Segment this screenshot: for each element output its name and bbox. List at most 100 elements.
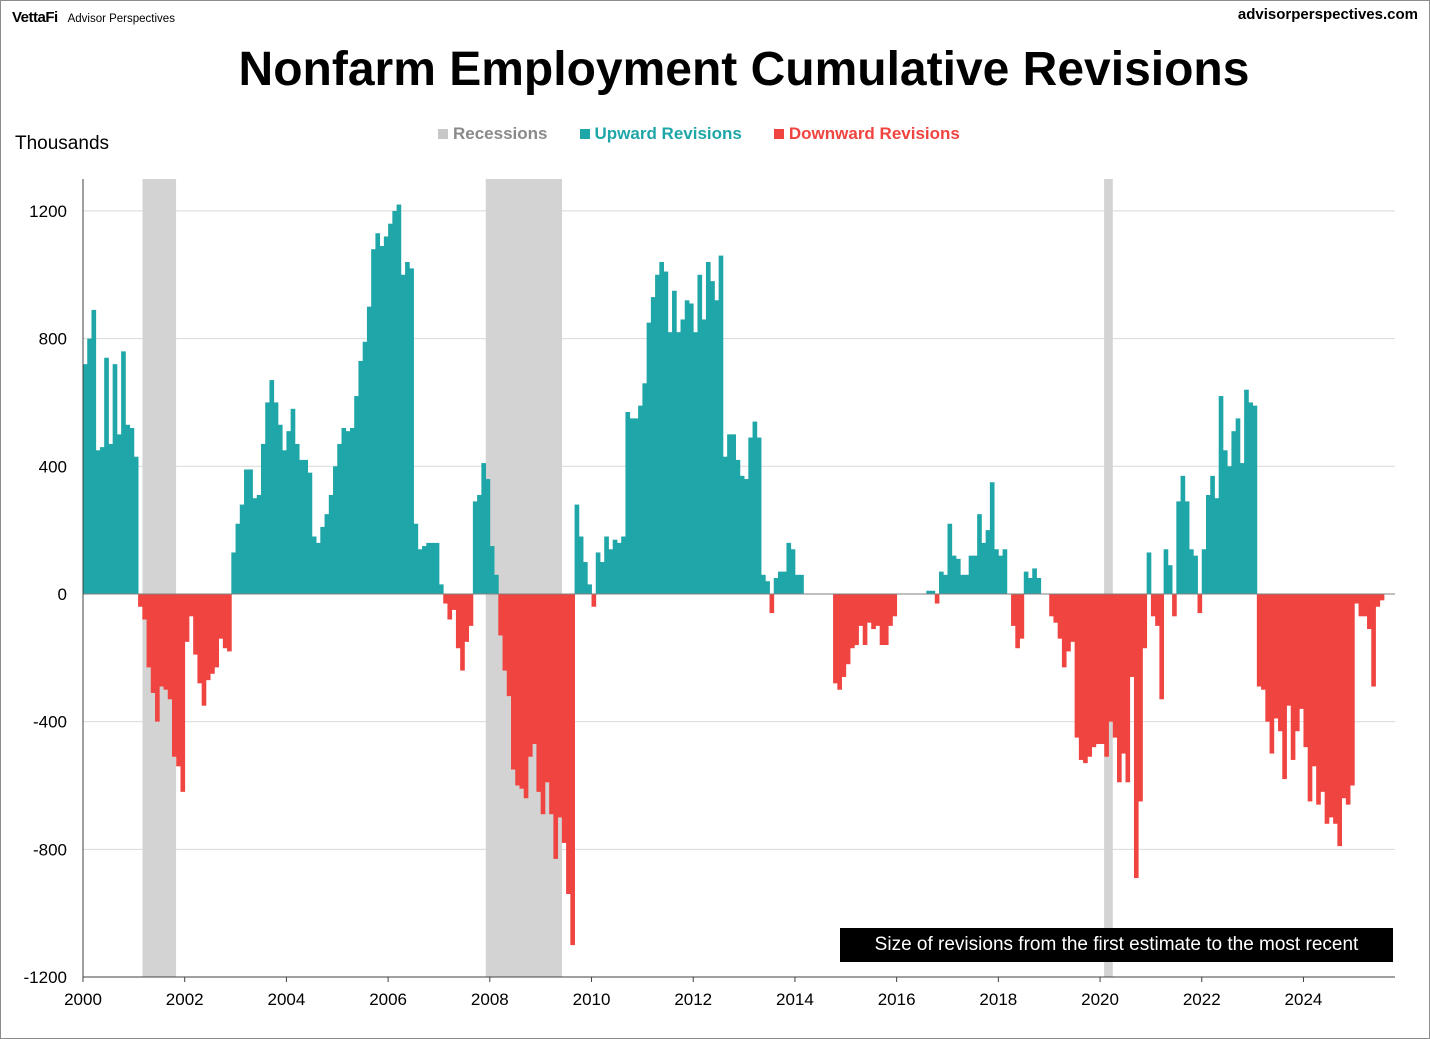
bar-267 [1214,498,1220,594]
bar-1 [87,338,92,594]
bar-41 [256,495,262,594]
bar-81 [426,542,431,594]
bar-153 [731,434,737,594]
bar-304 [1371,593,1376,687]
x-tick-label-9: 2018 [979,990,1017,1009]
bar-236 [1083,593,1088,764]
bar-54 [311,536,317,594]
bar-0 [83,364,88,594]
bar-224 [1032,568,1037,594]
bar-106 [532,593,537,744]
brand-subtitle: Advisor Perspectives [67,13,175,25]
bar-207 [960,574,965,594]
recession-band-2 [1104,179,1113,977]
bar-32 [218,593,224,639]
bar-268 [1218,396,1224,594]
bar-33 [222,593,228,649]
bar-248 [1133,593,1139,879]
bar-152 [727,434,732,594]
bar-251 [1146,552,1152,594]
legend-item-upward: Upward Revisions [579,124,742,144]
bar-266 [1210,475,1215,594]
bar-58 [328,495,334,594]
bar-4 [99,447,105,594]
bar-300 [1354,593,1359,604]
legend-label-downward: Downward Revisions [788,124,960,143]
bar-29 [205,593,211,681]
bar-92 [472,501,478,594]
bar-237 [1087,593,1092,757]
bar-127 [621,536,626,594]
bar-52 [303,459,308,594]
bar-247 [1129,593,1135,677]
bar-11 [129,427,135,594]
bar-144 [693,332,698,594]
bar-70 [379,246,385,594]
x-tick-label-12: 2024 [1285,990,1323,1009]
bar-231 [1061,593,1067,668]
bar-128 [625,412,631,594]
legend: Recessions Upward Revisions Downward Rev… [438,124,960,144]
bar-287 [1299,593,1304,709]
bar-162 [769,593,775,614]
bar-282 [1278,593,1283,732]
bar-156 [744,479,749,594]
bar-157 [748,437,753,594]
bar-280 [1269,593,1275,754]
bar-48 [286,431,292,594]
bar-25 [188,593,194,617]
bar-135 [655,274,660,594]
bar-105 [527,593,533,757]
x-tick-label-6: 2012 [674,990,712,1009]
brand-logo: VettaFi [12,9,58,26]
y-tick-label-1: 800 [39,330,67,349]
bar-212 [981,542,987,594]
bar-269 [1222,450,1228,594]
recession-band-0 [142,179,177,977]
bar-209 [968,555,974,594]
bar-21 [171,593,177,757]
bar-60 [337,443,342,594]
bar-116 [574,504,580,594]
bar-289 [1307,593,1313,802]
bar-181 [850,593,855,649]
bar-125 [612,539,618,594]
bar-169 [799,574,804,594]
bar-111 [553,593,559,859]
bar-22 [176,593,181,767]
bar-16 [150,593,156,693]
legend-swatch-recessions [438,129,448,139]
bar-278 [1261,593,1266,690]
bar-91 [468,593,474,626]
bar-233 [1070,593,1076,642]
bar-291 [1316,593,1321,805]
bar-142 [684,300,690,594]
bar-93 [477,495,482,594]
bar-59 [333,466,338,594]
bar-299 [1350,593,1355,786]
bar-213 [985,530,991,594]
bar-56 [320,526,325,594]
bar-179 [841,593,847,677]
x-tick-label-1: 2002 [166,990,204,1009]
bar-253 [1155,593,1160,626]
bar-71 [383,236,389,594]
bar-57 [324,514,330,594]
bar-214 [989,482,995,594]
legend-item-downward: Downward Revisions [773,124,960,144]
legend-label-recessions: Recessions [453,124,548,143]
bar-164 [777,571,783,594]
bar-24 [184,593,190,642]
bar-77 [409,268,414,594]
bar-83 [434,542,440,594]
bar-67 [366,306,372,594]
bar-238 [1091,593,1097,748]
bar-232 [1066,593,1071,652]
bar-210 [972,555,978,594]
bar-225 [1036,578,1042,594]
bar-288 [1303,593,1309,748]
bar-8 [116,434,122,594]
bar-292 [1320,593,1326,792]
bar-78 [413,523,419,594]
bar-98 [498,593,503,636]
